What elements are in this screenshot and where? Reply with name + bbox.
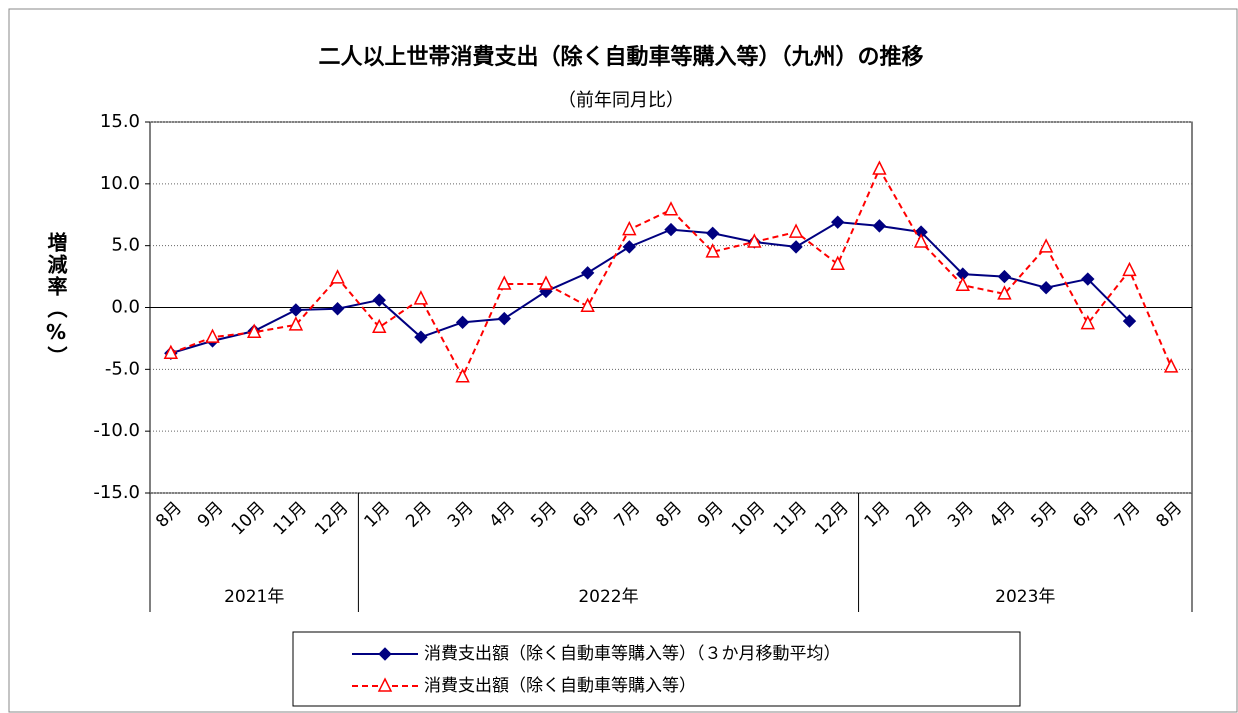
point-marker xyxy=(497,311,511,326)
x-tick-label: 4月 xyxy=(486,498,520,532)
point-marker xyxy=(955,276,970,291)
point-marker xyxy=(497,275,512,290)
point-marker xyxy=(913,233,929,248)
point-marker xyxy=(788,223,804,238)
x-tick-label: 8月 xyxy=(152,498,186,532)
point-marker xyxy=(872,160,887,175)
chart-title: 二人以上世帯消費支出（除く自動車等購入等）（九州）の推移 xyxy=(318,44,923,70)
y-tick-label: 10.0 xyxy=(100,173,140,194)
x-tick-label: 10月 xyxy=(728,498,769,539)
point-marker xyxy=(1163,358,1179,373)
x-tick-label: 2月 xyxy=(902,498,936,532)
x-tick-label: 7月 xyxy=(1111,498,1145,532)
point-marker xyxy=(664,222,678,237)
y-tick-label: -15.0 xyxy=(93,482,140,503)
x-tick-label: 9月 xyxy=(194,498,228,532)
chart-frame xyxy=(8,8,1238,713)
x-tick-label: 1月 xyxy=(360,498,394,532)
point-marker xyxy=(997,269,1012,284)
x-tick-label: 1月 xyxy=(861,498,895,532)
point-marker xyxy=(455,315,470,330)
point-marker xyxy=(413,290,429,305)
point-marker xyxy=(163,344,179,360)
chart-subtitle: （前年同月比） xyxy=(558,90,684,111)
x-tick-label: 3月 xyxy=(944,498,978,532)
series-line xyxy=(170,221,1131,355)
y-tick-label: 0.0 xyxy=(111,297,140,318)
x-tick-label: 5月 xyxy=(527,498,561,532)
point-marker xyxy=(1039,281,1053,295)
legend-marker xyxy=(378,647,392,661)
point-marker xyxy=(831,215,845,229)
group-label: 2023年 xyxy=(995,587,1055,607)
x-tick-label: 9月 xyxy=(694,498,728,532)
point-marker xyxy=(872,219,887,233)
point-marker xyxy=(705,226,720,241)
point-marker xyxy=(330,269,345,284)
legend-marker xyxy=(377,677,393,692)
point-marker xyxy=(288,316,304,331)
x-tick-label: 8月 xyxy=(1152,498,1186,532)
point-marker xyxy=(372,293,386,307)
x-tick-label: 10月 xyxy=(228,498,269,539)
point-marker xyxy=(622,220,637,236)
point-marker xyxy=(205,328,220,343)
legend-box xyxy=(292,631,1021,707)
point-marker xyxy=(747,233,762,248)
point-marker xyxy=(246,323,262,338)
legend-label: 消費支出額（除く自動車等購入等） xyxy=(424,676,696,696)
y-tick-label: -5.0 xyxy=(105,358,140,379)
x-tick-label: 2月 xyxy=(402,498,436,532)
point-marker xyxy=(1122,261,1137,277)
x-tick-label: 11月 xyxy=(770,498,811,539)
point-marker xyxy=(538,275,554,290)
group-label: 2021年 xyxy=(224,587,284,607)
y-axis-label: 増減率（%） xyxy=(44,232,68,368)
x-tick-label: 7月 xyxy=(611,498,645,532)
x-tick-label: 4月 xyxy=(986,498,1020,532)
point-marker xyxy=(330,302,345,316)
y-tick-label: 5.0 xyxy=(111,235,140,256)
point-marker xyxy=(789,240,803,254)
point-marker xyxy=(705,243,720,258)
point-marker xyxy=(580,297,595,313)
x-tick-label: 6月 xyxy=(569,498,603,532)
point-marker xyxy=(455,368,470,383)
series-line xyxy=(170,166,1173,380)
x-tick-label: 5月 xyxy=(1027,498,1061,532)
point-marker xyxy=(1080,314,1096,330)
point-marker xyxy=(997,285,1012,300)
x-tick-label: 3月 xyxy=(444,498,478,532)
group-label: 2022年 xyxy=(578,587,638,607)
point-marker xyxy=(663,201,679,216)
x-tick-label: 11月 xyxy=(269,498,310,539)
x-tick-label: 12月 xyxy=(811,498,852,539)
point-marker xyxy=(1122,314,1137,328)
y-tick-label: 15.0 xyxy=(100,111,140,132)
point-marker xyxy=(1081,272,1095,286)
x-tick-label: 12月 xyxy=(311,498,352,539)
point-marker xyxy=(830,255,845,270)
y-tick-label: -10.0 xyxy=(93,420,140,441)
point-marker xyxy=(622,240,637,254)
point-marker xyxy=(372,318,387,334)
point-marker xyxy=(580,266,595,280)
point-marker xyxy=(1038,238,1054,253)
point-marker xyxy=(289,303,303,317)
x-tick-label: 8月 xyxy=(652,498,686,532)
x-tick-label: 6月 xyxy=(1069,498,1103,532)
legend-label: 消費支出額（除く自動車等購入等）（３か月移動平均） xyxy=(424,644,841,664)
point-marker xyxy=(414,330,428,344)
